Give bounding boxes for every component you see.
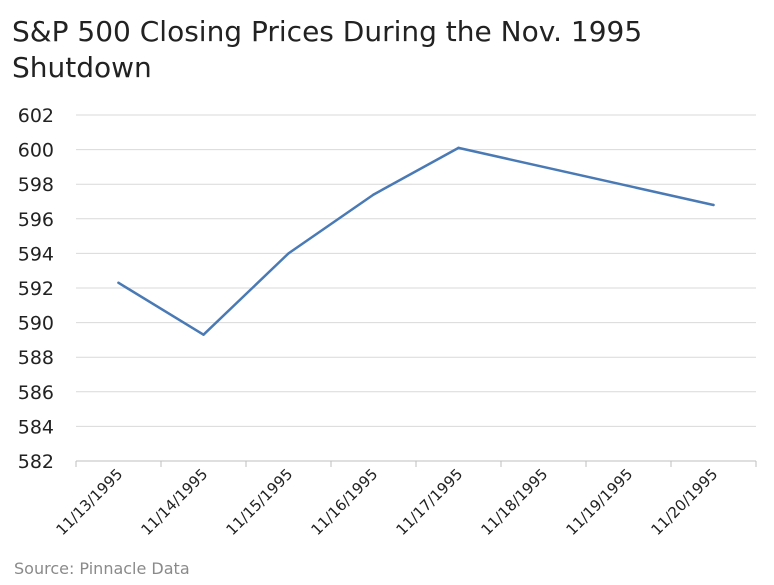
y-tick-label: 594 (18, 243, 54, 265)
data-point (202, 333, 205, 336)
x-tick-label: 11/16/1995 (307, 465, 381, 539)
x-tick-label: 11/15/1995 (222, 465, 296, 539)
y-tick-label: 602 (18, 105, 54, 127)
data-point (712, 203, 715, 207)
x-tick-label: 11/14/1995 (137, 465, 211, 539)
y-tick-label: 586 (18, 382, 54, 404)
y-tick-label: 588 (18, 347, 54, 369)
y-tick-label: 592 (18, 278, 54, 300)
series-layer (117, 146, 715, 336)
x-axis-ticks: 11/13/1995 11/14/1995 11/15/1995 11/16/1995… (52, 465, 721, 539)
y-tick-label: 590 (18, 313, 54, 335)
y-tick-label: 584 (18, 416, 54, 438)
series-line (117, 146, 715, 336)
y-tick-label: 582 (18, 451, 54, 473)
y-tick-label: 600 (18, 140, 54, 162)
data-point (117, 281, 120, 285)
gridlines (76, 114, 756, 462)
x-tick-label: 11/17/1995 (392, 465, 466, 539)
x-axis (75, 460, 757, 467)
data-point (372, 193, 375, 196)
y-tick-label: 598 (18, 174, 54, 196)
data-point (457, 146, 460, 150)
data-point (287, 252, 290, 255)
x-tick-label: 11/20/1995 (647, 465, 721, 539)
y-tick-label: 596 (18, 209, 54, 231)
chart-title: S&P 500 Closing Prices During the Nov. 1… (12, 15, 643, 84)
y-axis-ticks: 582 584 586 588 590 592 594 596 598 600 602 (18, 105, 54, 473)
source-note: Source: Pinnacle Data (14, 559, 190, 578)
x-tick-label: 11/13/1995 (52, 465, 126, 539)
x-tick-label: 11/19/1995 (562, 465, 636, 539)
x-tick-label: 11/18/1995 (477, 465, 551, 539)
